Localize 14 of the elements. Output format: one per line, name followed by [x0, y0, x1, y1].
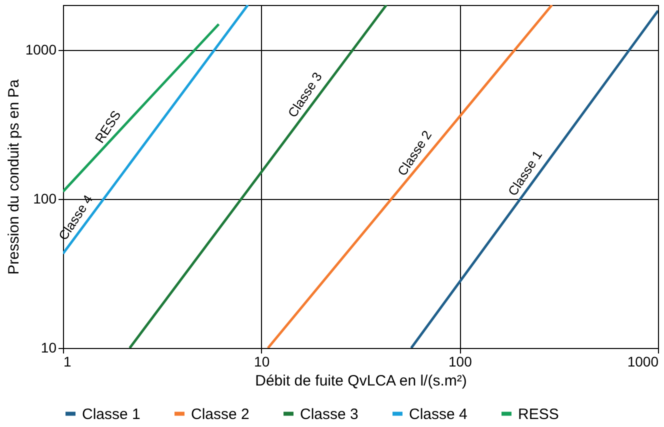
x-tick-label: 1000	[627, 354, 659, 370]
legend-label: Classe 2	[191, 406, 250, 423]
x-tick-label: 1	[64, 354, 72, 370]
x-tick-label: 10	[254, 354, 270, 370]
x-axis-title: Débit de fuite QvLCA en l/(s.m²)	[255, 372, 467, 390]
legend-label: RESS	[518, 406, 559, 423]
y-tick-label: 100	[33, 190, 57, 206]
legend-label: Classe 4	[409, 406, 468, 423]
legend-label: Classe 1	[82, 406, 140, 423]
y-axis-title: Pression du conduit ps en Pa	[5, 78, 22, 275]
y-tick-label: 1000	[25, 41, 57, 58]
y-tick-label: 10	[40, 340, 57, 356]
x-tick-label: 100	[448, 354, 472, 370]
legend-label: Classe 3	[300, 406, 358, 423]
